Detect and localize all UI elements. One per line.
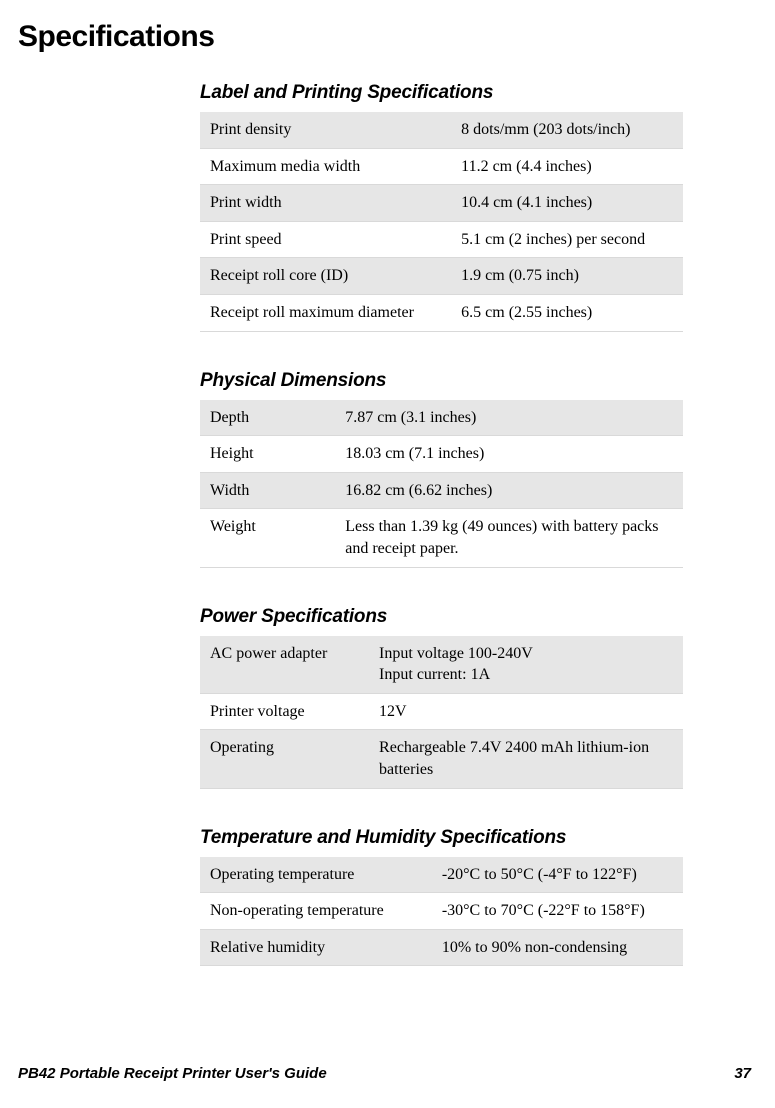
spec-value: Less than 1.39 kg (49 ounces) with batte… bbox=[335, 509, 683, 567]
footer-page-number: 37 bbox=[734, 1065, 751, 1082]
spec-label: Print speed bbox=[200, 221, 451, 258]
section-heading-temp: Temperature and Humidity Specifications bbox=[200, 827, 683, 849]
section-heading-power: Power Specifications bbox=[200, 606, 683, 628]
table-row: Printer voltage 12V bbox=[200, 693, 683, 730]
spec-value: -30°C to 70°C (-22°F to 158°F) bbox=[432, 893, 683, 930]
table-row: Receipt roll core (ID) 1.9 cm (0.75 inch… bbox=[200, 258, 683, 295]
table-row: Print width 10.4 cm (4.1 inches) bbox=[200, 185, 683, 222]
table-row: Relative humidity 10% to 90% non-condens… bbox=[200, 929, 683, 966]
table-row: Width 16.82 cm (6.62 inches) bbox=[200, 472, 683, 509]
spec-label: Maximum media width bbox=[200, 148, 451, 185]
spec-value: 12V bbox=[369, 693, 683, 730]
spec-label: Operating temperature bbox=[200, 857, 432, 893]
table-row: Weight Less than 1.39 kg (49 ounces) wit… bbox=[200, 509, 683, 567]
table-row: Operating Rechargeable 7.4V 2400 mAh lit… bbox=[200, 730, 683, 788]
spec-label: Relative humidity bbox=[200, 929, 432, 966]
table-label-printing: Print density 8 dots/mm (203 dots/inch) … bbox=[200, 112, 683, 332]
spec-value: 18.03 cm (7.1 inches) bbox=[335, 436, 683, 473]
table-row: Height 18.03 cm (7.1 inches) bbox=[200, 436, 683, 473]
table-row: Print speed 5.1 cm (2 inches) per second bbox=[200, 221, 683, 258]
spec-label: Width bbox=[200, 472, 335, 509]
spec-value: 7.87 cm (3.1 inches) bbox=[335, 400, 683, 436]
section-heading-physical: Physical Dimensions bbox=[200, 370, 683, 392]
spec-label: Height bbox=[200, 436, 335, 473]
table-row: Maximum media width 11.2 cm (4.4 inches) bbox=[200, 148, 683, 185]
spec-value: Input voltage 100-240VInput current: 1A bbox=[369, 636, 683, 694]
spec-value: 6.5 cm (2.55 inches) bbox=[451, 294, 683, 331]
spec-value: 10% to 90% non-condensing bbox=[432, 929, 683, 966]
spec-value: -20°C to 50°C (-4°F to 122°F) bbox=[432, 857, 683, 893]
spec-value: 1.9 cm (0.75 inch) bbox=[451, 258, 683, 295]
page-title: Specifications bbox=[18, 20, 775, 54]
spec-label: AC power adapter bbox=[200, 636, 369, 694]
table-row: AC power adapter Input voltage 100-240VI… bbox=[200, 636, 683, 694]
spec-value: 10.4 cm (4.1 inches) bbox=[451, 185, 683, 222]
spec-label: Operating bbox=[200, 730, 369, 788]
table-temp: Operating temperature -20°C to 50°C (-4°… bbox=[200, 857, 683, 967]
spec-value: 8 dots/mm (203 dots/inch) bbox=[451, 112, 683, 148]
spec-label: Print density bbox=[200, 112, 451, 148]
spec-value: Rechargeable 7.4V 2400 mAh lithium-ion b… bbox=[369, 730, 683, 788]
spec-label: Receipt roll core (ID) bbox=[200, 258, 451, 295]
table-row: Non-operating temperature -30°C to 70°C … bbox=[200, 893, 683, 930]
spec-label: Weight bbox=[200, 509, 335, 567]
footer-guide-title: PB42 Portable Receipt Printer User's Gui… bbox=[18, 1065, 327, 1082]
spec-label: Receipt roll maximum diameter bbox=[200, 294, 451, 331]
table-row: Operating temperature -20°C to 50°C (-4°… bbox=[200, 857, 683, 893]
spec-value: 16.82 cm (6.62 inches) bbox=[335, 472, 683, 509]
spec-label: Depth bbox=[200, 400, 335, 436]
spec-value: 11.2 cm (4.4 inches) bbox=[451, 148, 683, 185]
spec-label: Non-operating temperature bbox=[200, 893, 432, 930]
spec-value: 5.1 cm (2 inches) per second bbox=[451, 221, 683, 258]
table-row: Print density 8 dots/mm (203 dots/inch) bbox=[200, 112, 683, 148]
section-heading-label-printing: Label and Printing Specifications bbox=[200, 82, 683, 104]
spec-label: Print width bbox=[200, 185, 451, 222]
table-row: Receipt roll maximum diameter 6.5 cm (2.… bbox=[200, 294, 683, 331]
table-power: AC power adapter Input voltage 100-240VI… bbox=[200, 636, 683, 789]
spec-label: Printer voltage bbox=[200, 693, 369, 730]
table-row: Depth 7.87 cm (3.1 inches) bbox=[200, 400, 683, 436]
table-physical: Depth 7.87 cm (3.1 inches) Height 18.03 … bbox=[200, 400, 683, 568]
page-footer: PB42 Portable Receipt Printer User's Gui… bbox=[18, 1065, 751, 1082]
content-area: Label and Printing Specifications Print … bbox=[200, 82, 683, 966]
